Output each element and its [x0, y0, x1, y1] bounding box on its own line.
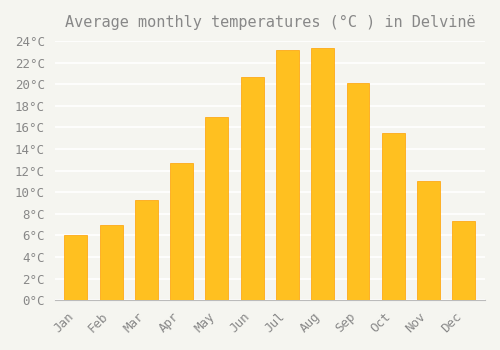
Bar [170, 163, 193, 300]
Bar [417, 181, 440, 300]
Bar [100, 225, 122, 300]
Title: Average monthly temperatures (°C ) in Delvinë: Average monthly temperatures (°C ) in De… [64, 15, 475, 30]
Bar [346, 83, 370, 300]
Bar [64, 235, 88, 300]
Bar [206, 117, 229, 300]
Bar [276, 50, 299, 300]
Bar [452, 221, 475, 300]
Bar [241, 77, 264, 300]
Bar [135, 200, 158, 300]
Bar [312, 48, 334, 300]
Bar [382, 133, 405, 300]
